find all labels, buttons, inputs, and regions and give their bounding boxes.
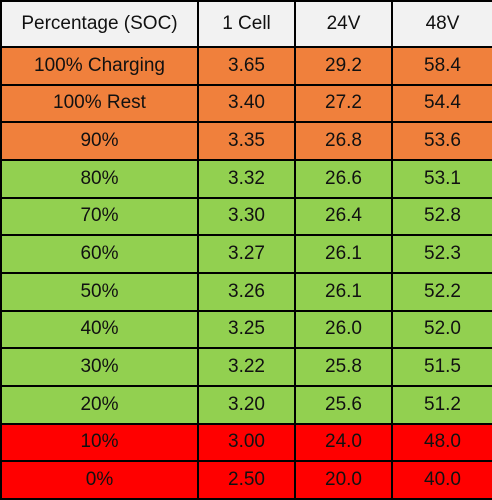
one-cell-voltage-cell: 3.20 [197,384,296,425]
percentage-cell: 0% [0,460,199,500]
one-cell-voltage-cell: 3.22 [197,347,296,387]
voltage-48v-cell: 52.8 [391,196,492,237]
one-cell-voltage-cell: 3.65 [197,46,296,86]
percentage-cell: 10% [0,422,199,463]
one-cell-voltage-cell: 2.50 [197,460,296,500]
voltage-24v-cell: 26.4 [294,196,393,237]
table-row: 80% 3.32 26.6 53.1 [0,158,492,199]
table-row: 60% 3.27 26.1 52.3 [0,234,492,274]
voltage-48v-cell: 52.2 [391,271,492,312]
table-row: 30% 3.22 25.8 51.5 [0,347,492,387]
one-cell-voltage-cell: 3.32 [197,158,296,199]
percentage-cell: 70% [0,196,199,237]
percentage-cell: 100% Charging [0,46,199,86]
table-header: Percentage (SOC) 1 Cell 24V 48V [0,0,492,48]
percentage-cell: 80% [0,158,199,199]
one-cell-voltage-cell: 3.35 [197,121,296,161]
one-cell-voltage-cell: 3.25 [197,309,296,350]
one-cell-voltage-cell: 3.26 [197,271,296,312]
voltage-48v-cell: 40.0 [391,460,492,500]
voltage-48v-cell: 54.4 [391,83,492,124]
table-row: 20% 3.20 25.6 51.2 [0,384,492,425]
voltage-24v-cell: 26.8 [294,121,393,161]
table-row: 0% 2.50 20.0 40.0 [0,460,492,500]
percentage-cell: 30% [0,347,199,387]
voltage-24v-cell: 24.0 [294,422,393,463]
table-row: 40% 3.25 26.0 52.0 [0,309,492,350]
voltage-48v-cell: 53.1 [391,158,492,199]
header-24v: 24V [294,0,393,48]
table-row: 90% 3.35 26.8 53.6 [0,121,492,161]
voltage-48v-cell: 53.6 [391,121,492,161]
percentage-cell: 20% [0,384,199,425]
voltage-48v-cell: 51.5 [391,347,492,387]
percentage-cell: 100% Rest [0,83,199,124]
voltage-24v-cell: 26.1 [294,234,393,274]
table-row: 10% 3.00 24.0 48.0 [0,422,492,463]
voltage-24v-cell: 26.6 [294,158,393,199]
voltage-48v-cell: 48.0 [391,422,492,463]
percentage-cell: 90% [0,121,199,161]
one-cell-voltage-cell: 3.30 [197,196,296,237]
voltage-24v-cell: 29.2 [294,46,393,86]
voltage-48v-cell: 58.4 [391,46,492,86]
header-1-cell: 1 Cell [197,0,296,48]
voltage-24v-cell: 26.1 [294,271,393,312]
table-row: 100% Charging 3.65 29.2 58.4 [0,46,492,86]
header-48v: 48V [391,0,492,48]
one-cell-voltage-cell: 3.40 [197,83,296,124]
header-percentage-soc: Percentage (SOC) [0,0,199,48]
table-row: 100% Rest 3.40 27.2 54.4 [0,83,492,124]
percentage-cell: 60% [0,234,199,274]
one-cell-voltage-cell: 3.27 [197,234,296,274]
voltage-24v-cell: 25.8 [294,347,393,387]
voltage-48v-cell: 51.2 [391,384,492,425]
percentage-cell: 50% [0,271,199,312]
header-row: Percentage (SOC) 1 Cell 24V 48V [0,0,492,48]
voltage-24v-cell: 25.6 [294,384,393,425]
percentage-cell: 40% [0,309,199,350]
voltage-24v-cell: 20.0 [294,460,393,500]
table-row: 50% 3.26 26.1 52.2 [0,271,492,312]
table-body: 100% Charging 3.65 29.2 58.4 100% Rest 3.40 27… [0,46,492,500]
voltage-24v-cell: 27.2 [294,83,393,124]
voltage-48v-cell: 52.0 [391,309,492,350]
voltage-24v-cell: 26.0 [294,309,393,350]
table-row: 70% 3.30 26.4 52.8 [0,196,492,237]
voltage-48v-cell: 52.3 [391,234,492,274]
one-cell-voltage-cell: 3.00 [197,422,296,463]
